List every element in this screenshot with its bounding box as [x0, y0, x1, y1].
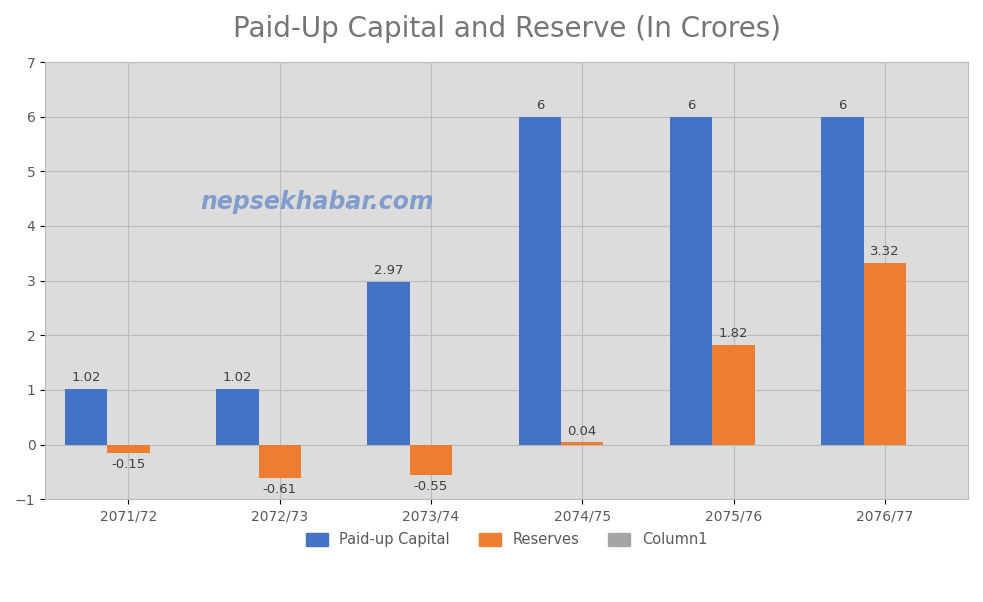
Bar: [864, 263, 906, 445]
Title: Paid-Up Capital and Reserve (In Crores): Paid-Up Capital and Reserve (In Crores): [233, 15, 781, 43]
Text: 2.97: 2.97: [374, 264, 403, 278]
Text: 1.02: 1.02: [222, 371, 252, 384]
Bar: [519, 117, 561, 445]
Text: 6: 6: [536, 99, 544, 112]
Text: 1.02: 1.02: [72, 371, 101, 384]
Bar: [713, 345, 755, 445]
Bar: [410, 445, 452, 475]
Bar: [561, 442, 604, 445]
Bar: [259, 445, 301, 478]
Text: 6: 6: [687, 99, 695, 112]
Bar: [670, 117, 713, 445]
Text: 1.82: 1.82: [719, 327, 748, 340]
Bar: [821, 117, 864, 445]
Text: 0.04: 0.04: [567, 424, 597, 438]
Text: nepsekhabar.com: nepsekhabar.com: [201, 190, 434, 214]
Bar: [65, 389, 107, 445]
Bar: [368, 282, 410, 445]
Bar: [107, 445, 149, 453]
Text: -0.15: -0.15: [111, 458, 145, 471]
Text: 3.32: 3.32: [870, 245, 899, 258]
Legend: Paid-up Capital, Reserves, Column1: Paid-up Capital, Reserves, Column1: [300, 527, 714, 553]
Text: 6: 6: [838, 99, 846, 112]
Text: -0.55: -0.55: [414, 480, 448, 492]
Text: -0.61: -0.61: [262, 483, 297, 496]
Bar: [216, 389, 259, 445]
